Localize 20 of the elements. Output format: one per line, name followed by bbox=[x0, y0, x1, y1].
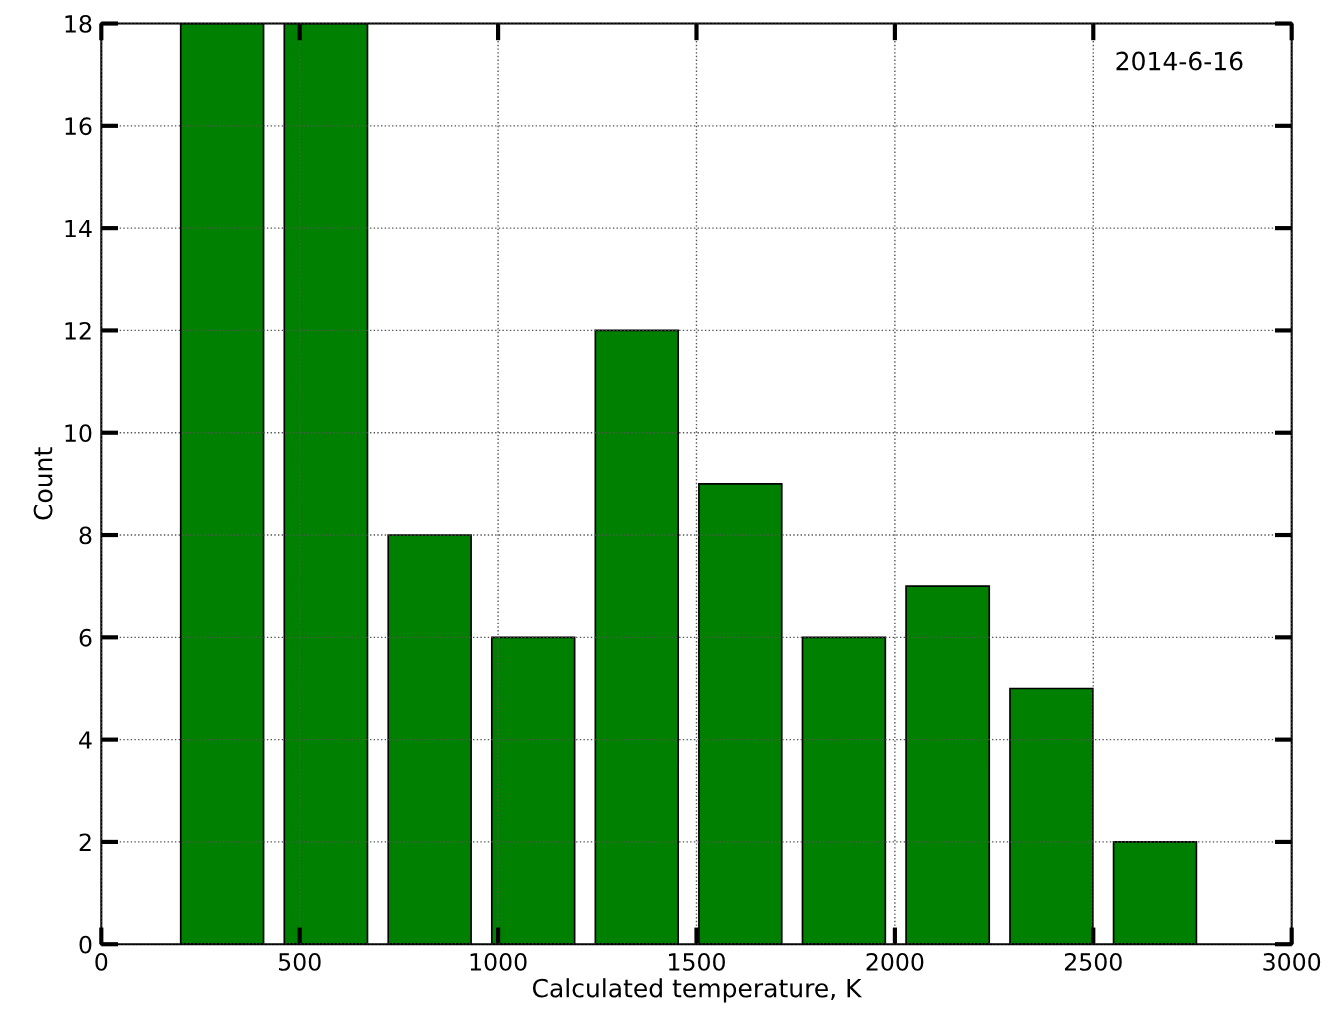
y-tick-label: 16 bbox=[65, 117, 92, 136]
y-tick-label: 0 bbox=[79, 935, 92, 954]
y-tick-label: 10 bbox=[65, 424, 92, 443]
y-tick-label: 12 bbox=[65, 321, 91, 340]
y-tick-label: 2 bbox=[79, 833, 91, 851]
x-tick-label: 2000 bbox=[866, 952, 924, 971]
x-tick-label: 1000 bbox=[470, 952, 527, 971]
x-tick-label: 2500 bbox=[1064, 952, 1122, 971]
y-tick-label: 8 bbox=[79, 526, 92, 545]
y-axis-title: Count bbox=[33, 447, 53, 520]
x-tick-label: 3000 bbox=[1263, 952, 1321, 971]
annotation: 2014-6-16 bbox=[1116, 51, 1243, 71]
y-tick-label: 6 bbox=[79, 628, 92, 647]
x-tick-label: 1500 bbox=[669, 952, 725, 971]
y-tick-label: 18 bbox=[65, 14, 92, 33]
y-tick-label: 4 bbox=[79, 731, 92, 749]
x-axis-title: Calculated temperature, K bbox=[532, 978, 863, 1003]
x-tick-label: 500 bbox=[278, 952, 321, 971]
x-tick-label: 0 bbox=[95, 952, 108, 971]
y-tick-label: 14 bbox=[65, 219, 92, 238]
